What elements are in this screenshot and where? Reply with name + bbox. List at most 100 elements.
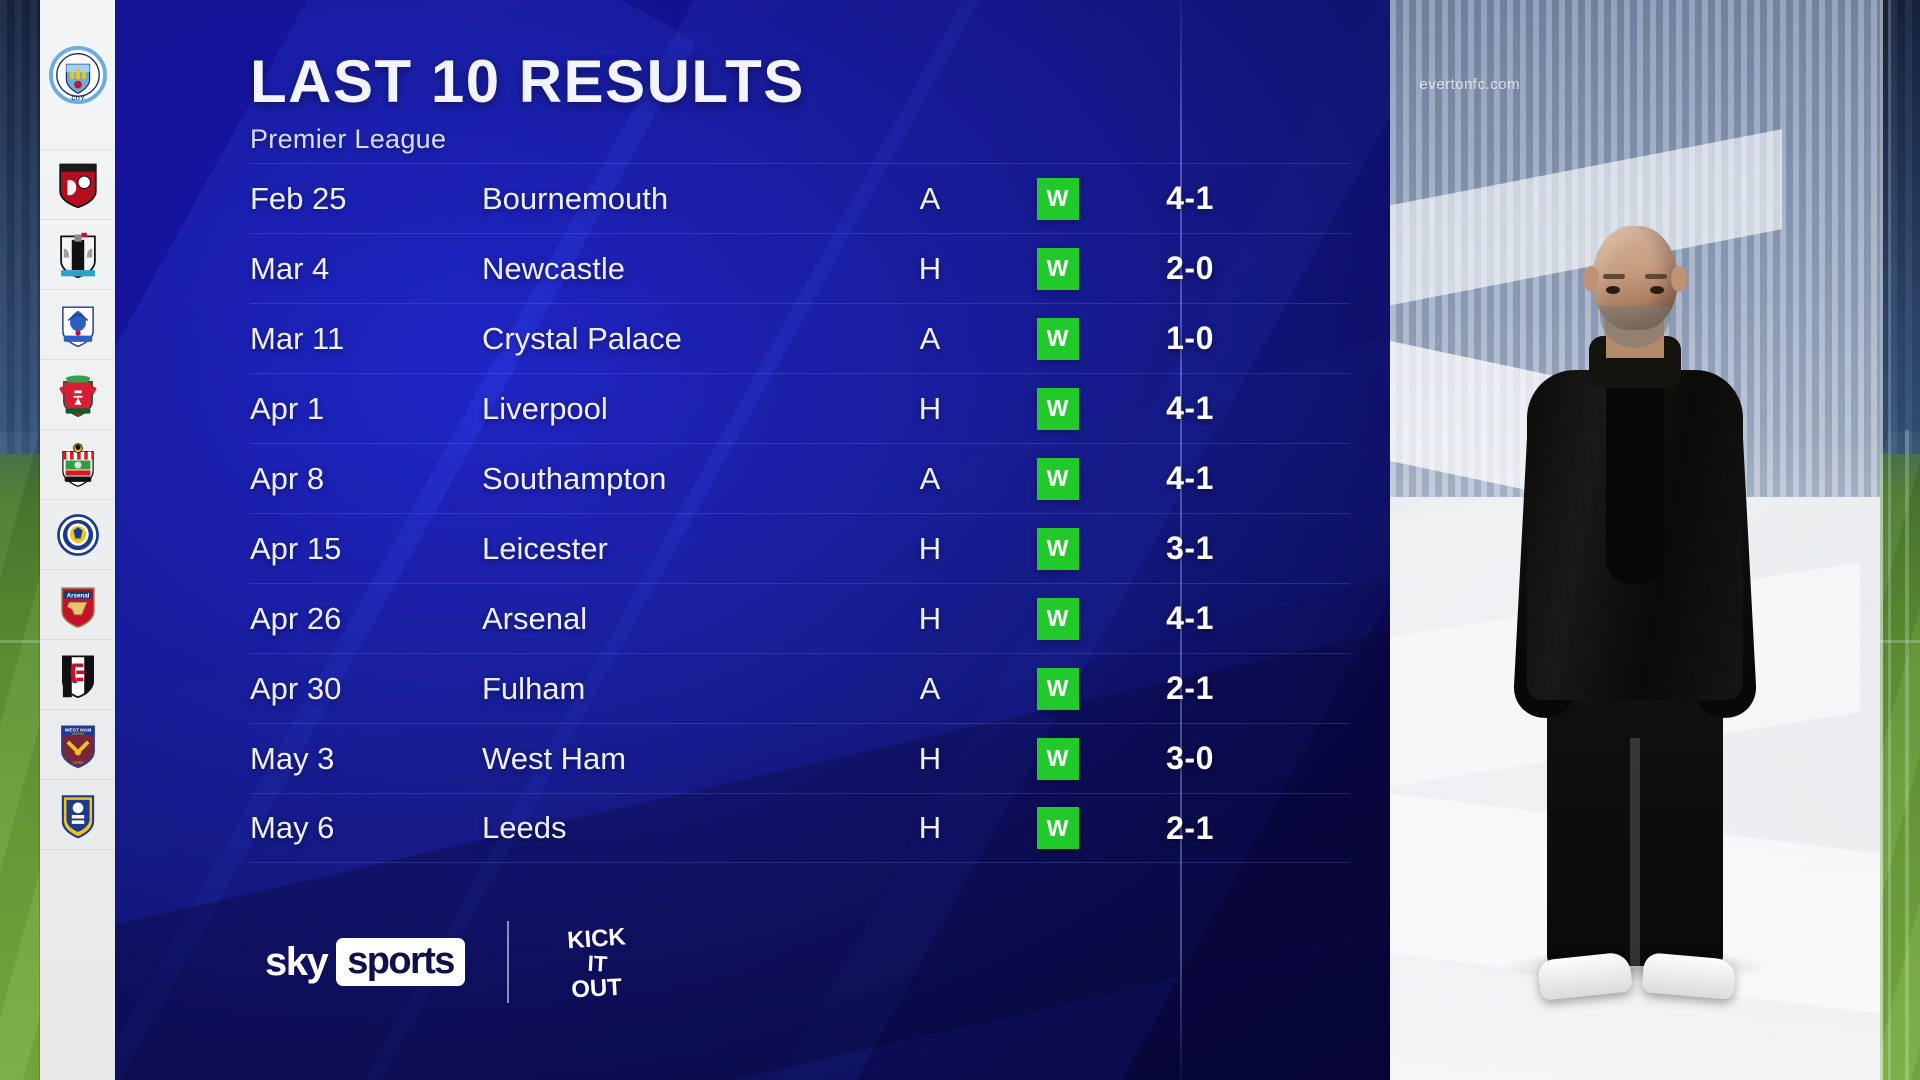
rail-opponent-crest [40,430,115,500]
row-result-cell: W [1000,737,1115,780]
rail-opponent-crest [40,640,115,710]
row-score: 4-1 [1166,460,1214,496]
table-row: May 6 Leeds H W 2-1 [250,793,1350,863]
page-title: LAST 10 RESULTS [250,48,805,115]
row-date: Apr 30 [250,670,342,706]
sky-sports-logo: sky sports [265,938,465,986]
southampton-crest [56,441,100,489]
page-subtitle: Premier League [250,124,447,154]
footer-divider [506,921,509,1003]
manager-figure [1485,138,1785,1018]
row-result-cell: W [1000,457,1115,500]
table-row: Apr 30 Fulham A W 2-1 [250,653,1350,723]
row-result-cell: W [1000,247,1115,290]
table-row: Apr 1 Liverpool H W 4-1 [250,373,1350,443]
fulham-crest [56,651,100,699]
figure-ear-left [1583,266,1599,292]
sky-sports-word: sports [347,940,455,982]
rail-opponent-crest: WEST HAM UNITED London [40,710,115,780]
status-badge: W [1036,667,1079,710]
row-score: 4-1 [1166,600,1214,636]
column-divider [1180,0,1182,1080]
row-opponent: Arsenal [482,600,588,636]
crystal-palace-crest [56,301,100,349]
row-opponent: Crystal Palace [482,320,682,356]
row-opponent: Liverpool [482,390,608,426]
row-date: May 6 [250,810,335,845]
arsenal-crest: Arsenal [56,581,100,629]
status-badge: W [1036,737,1079,780]
row-result-cell: W [1000,807,1115,849]
rail-opponent-crest [40,150,115,220]
row-venue: A [919,670,941,706]
figure-eye-right [1650,286,1664,294]
rail-opponent-crest [40,290,115,360]
row-opponent: Leicester [482,530,608,566]
footer-logos: sky sports KICK IT OUT [265,916,643,1008]
manager-photo-panel: evertonfc.com [1390,0,1880,1080]
row-opponent: Leeds [482,810,567,845]
svg-text:IT: IT [587,951,608,977]
row-score: 2-1 [1166,670,1214,706]
rail-opponent-crest [40,220,115,290]
row-result-cell: W [1000,667,1115,710]
status-badge: W [1036,807,1079,849]
row-score: 2-1 [1166,809,1214,846]
row-date: Mar 4 [250,250,330,286]
figure-brow-right [1645,274,1667,279]
status-badge: W [1036,527,1079,570]
status-badge: W [1036,317,1079,360]
row-date: Apr 8 [250,460,325,496]
crest-rail: CITY Arsenal [40,0,115,1080]
svg-text:London: London [72,760,83,764]
manchester-city-crest: CITY [48,44,107,106]
panel-edge-strip [1888,0,1891,1080]
sky-sports-box: sports [336,938,465,986]
row-venue: A [919,180,941,216]
status-badge: W [1036,457,1079,500]
row-venue: H [918,740,942,776]
results-board: LAST 10 RESULTS Premier League Feb 25 Bo… [115,0,1390,1080]
sky-logo-word: sky [265,940,329,984]
svg-text:CITY: CITY [71,96,84,102]
row-score: 3-0 [1166,740,1214,776]
pitch-line [1905,430,1909,1080]
leeds-crest [56,791,100,839]
row-opponent: Newcastle [482,250,625,286]
table-row: Apr 8 Southampton A W 4-1 [250,443,1350,513]
table-row: Mar 11 Crystal Palace A W 1-0 [250,303,1350,373]
row-score: 3-1 [1166,530,1214,566]
svg-text:OUT: OUT [570,974,622,1004]
west-ham-crest: WEST HAM UNITED London [56,721,100,769]
row-result-cell: W [1000,527,1115,570]
row-venue: H [918,530,942,566]
results-table: Feb 25 Bournemouth A W 4-1 Mar 4 Newcastl… [250,163,1350,863]
row-result-cell: W [1000,177,1115,220]
rail-team-crest: CITY [40,0,115,150]
figure-brow-left [1603,274,1625,279]
row-result-cell: W [1000,387,1115,430]
header-block: LAST 10 RESULTS Premier League [250,52,805,155]
figure-leg-split [1630,738,1640,968]
row-date: Apr 15 [250,530,342,566]
row-date: Feb 25 [250,180,347,216]
row-date: May 3 [250,740,335,776]
table-row: Mar 4 Newcastle H W 2-0 [250,233,1350,303]
row-result-cell: W [1000,317,1115,360]
svg-text:UNITED: UNITED [72,732,85,736]
figure-shoe-left [1537,951,1633,1001]
svg-text:Arsenal: Arsenal [66,592,89,599]
row-date: Apr 26 [250,600,342,636]
row-score: 4-1 [1166,390,1214,426]
row-opponent: West Ham [482,740,627,776]
table-row: May 3 West Ham H W 3-0 [250,723,1350,793]
status-badge: W [1036,597,1079,640]
row-opponent: Southampton [482,460,667,496]
board-vignette [115,0,1390,1080]
figure-jacket-lapel [1606,374,1664,584]
figure-ear-right [1671,266,1687,292]
status-badge: W [1036,177,1079,220]
table-row: Apr 26 Arsenal H W 4-1 [250,583,1350,653]
row-venue: H [918,390,942,426]
